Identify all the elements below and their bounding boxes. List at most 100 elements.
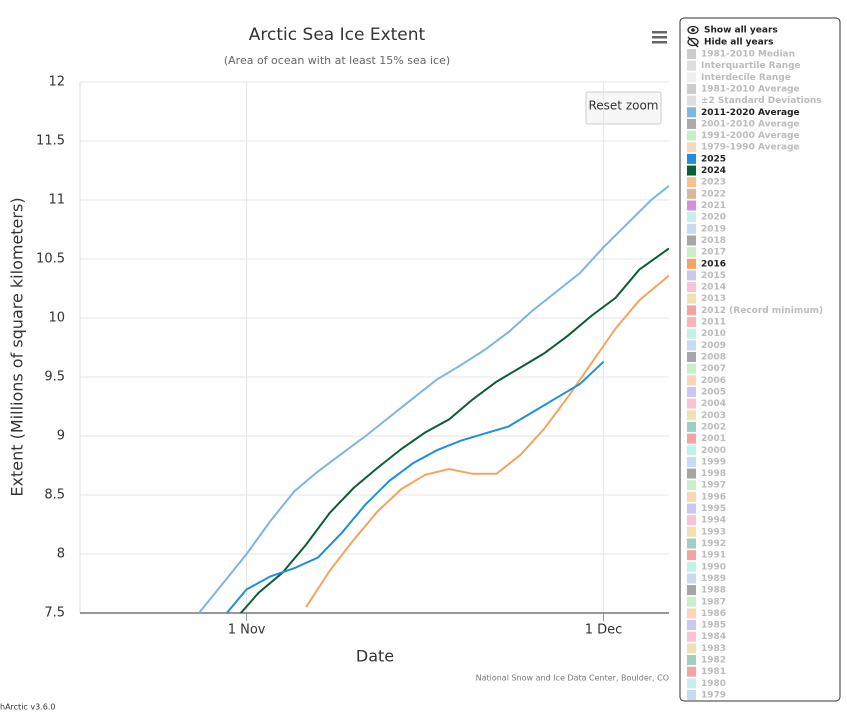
legend-label: 2013: [701, 294, 726, 304]
legend-label: 1981-2010 Average: [701, 84, 800, 94]
legend-item[interactable]: 1997: [687, 480, 726, 491]
menu-button[interactable]: [652, 31, 667, 44]
legend-label: 1989: [701, 574, 726, 584]
legend-item[interactable]: 2011: [687, 317, 726, 328]
legend-item[interactable]: 1996: [687, 491, 726, 503]
legend-control[interactable]: Show all years: [704, 26, 778, 36]
y-tick-label: 11: [48, 193, 65, 208]
legend-swatch: [687, 526, 696, 537]
legend-item[interactable]: 1990: [687, 561, 726, 573]
legend-swatch: [687, 247, 696, 258]
legend-swatch: [687, 433, 696, 444]
y-axis-label: Extent (Millions of square kilometers): [8, 197, 27, 496]
legend-item[interactable]: 1979: [687, 690, 726, 701]
legend-item[interactable]: 2025: [687, 153, 726, 165]
legend-item[interactable]: 1980: [687, 678, 726, 689]
eye-icon: [687, 25, 699, 35]
legend-item[interactable]: 1982: [687, 655, 726, 666]
legend-item[interactable]: 2021: [687, 200, 726, 212]
legend-item[interactable]: 1987: [687, 596, 726, 608]
legend-swatch: [687, 666, 696, 677]
legend-label: 1991-2000 Average: [701, 131, 800, 141]
legend-item[interactable]: 2001-2010 Average: [687, 118, 800, 130]
legend-item[interactable]: 1981: [687, 666, 726, 678]
legend-swatch: [687, 596, 696, 607]
legend-item[interactable]: 1993: [687, 526, 726, 538]
legend-item[interactable]: 2005: [687, 386, 726, 398]
legend-label: 1980: [701, 679, 726, 689]
legend-item[interactable]: 1983: [687, 643, 726, 654]
legend-item[interactable]: 1998: [687, 468, 726, 480]
legend-item[interactable]: 2016: [687, 258, 726, 270]
legend-item[interactable]: 2002: [687, 421, 726, 433]
legend-item[interactable]: 1985: [687, 620, 726, 631]
legend-item[interactable]: Interquartile Range: [687, 60, 801, 72]
menu-bar: [652, 41, 667, 44]
legend-item[interactable]: 2018: [687, 235, 726, 246]
legend-item[interactable]: 2003: [687, 410, 726, 421]
legend-item[interactable]: 2006: [687, 375, 726, 386]
legend-swatch: [687, 235, 696, 246]
legend-item[interactable]: 1988: [687, 585, 726, 596]
legend-label: 2002: [701, 422, 726, 432]
legend-item[interactable]: 2023: [687, 177, 726, 188]
reset-zoom-button[interactable]: Reset zoom: [585, 91, 662, 125]
legend-item[interactable]: 2015: [687, 270, 726, 281]
legend-swatch: [687, 107, 696, 118]
legend-item[interactable]: 1994: [687, 515, 726, 526]
legend-item[interactable]: 2001: [687, 433, 726, 445]
legend-label: 1999: [701, 457, 726, 467]
legend-item[interactable]: 2007: [687, 363, 726, 375]
legend-swatch: [687, 177, 696, 188]
legend-swatch: [687, 620, 696, 631]
legend-item[interactable]: 2008: [687, 352, 726, 363]
y-tick-label: 10: [48, 311, 65, 326]
legend-item[interactable]: 1995: [687, 503, 726, 515]
legend-label: 1979: [701, 691, 726, 701]
legend-label: 2018: [701, 236, 726, 246]
legend-item[interactable]: 2017: [687, 247, 726, 258]
legend-item[interactable]: 2014: [687, 282, 726, 293]
legend-item[interactable]: ±2 Standard Deviations: [687, 95, 822, 107]
legend-label: 2008: [701, 353, 726, 363]
legend-swatch: [687, 643, 696, 654]
legend-item[interactable]: 2020: [687, 212, 726, 223]
legend-label: 2001: [701, 434, 726, 444]
legend-item[interactable]: 2004: [687, 398, 726, 410]
legend-swatch: [687, 456, 696, 467]
legend-item[interactable]: 1981-2010 Average: [687, 83, 800, 95]
legend-swatch: [687, 421, 696, 432]
legend-label: 2009: [701, 341, 726, 351]
legend-label: 2006: [701, 376, 726, 386]
legend-item[interactable]: 2022: [687, 188, 726, 200]
legend-item[interactable]: 1986: [687, 608, 726, 619]
legend-item[interactable]: 2012 (Record minimum): [687, 305, 823, 316]
legend-swatch: [687, 118, 696, 129]
legend-item[interactable]: 2000: [687, 445, 726, 456]
legend-item[interactable]: 2011-2020 Average: [687, 107, 800, 118]
legend-item[interactable]: 1989: [687, 573, 726, 584]
legend-item[interactable]: 1992: [687, 538, 726, 549]
legend-item[interactable]: Interdecile Range: [687, 72, 791, 83]
legend-item[interactable]: 1979-1990 Average: [687, 142, 800, 153]
legend-item[interactable]: 2010: [687, 328, 726, 340]
legend-label: 2015: [701, 271, 726, 281]
legend-item[interactable]: 2024: [687, 165, 726, 177]
legend-item[interactable]: 2009: [687, 340, 726, 351]
legend-swatch: [687, 573, 696, 584]
legend-label: 2012 (Record minimum): [701, 306, 823, 316]
legend-item[interactable]: 2019: [687, 223, 726, 235]
legend-item[interactable]: 1991: [687, 550, 726, 561]
legend-label: 1986: [701, 609, 726, 619]
legend-item[interactable]: 1984: [687, 631, 726, 643]
legend-item[interactable]: 1991-2000 Average: [687, 130, 800, 142]
legend-control[interactable]: Hide all years: [704, 38, 774, 48]
legend-swatch: [687, 142, 696, 153]
legend-item[interactable]: 1981-2010 Median: [687, 49, 795, 60]
legend-label: Interdecile Range: [701, 73, 791, 83]
credit: National Snow and Ice Data Center, Bould…: [476, 674, 669, 683]
legend-item[interactable]: 1999: [687, 456, 726, 468]
legend-swatch: [687, 375, 696, 386]
legend-item[interactable]: 2013: [687, 293, 726, 305]
